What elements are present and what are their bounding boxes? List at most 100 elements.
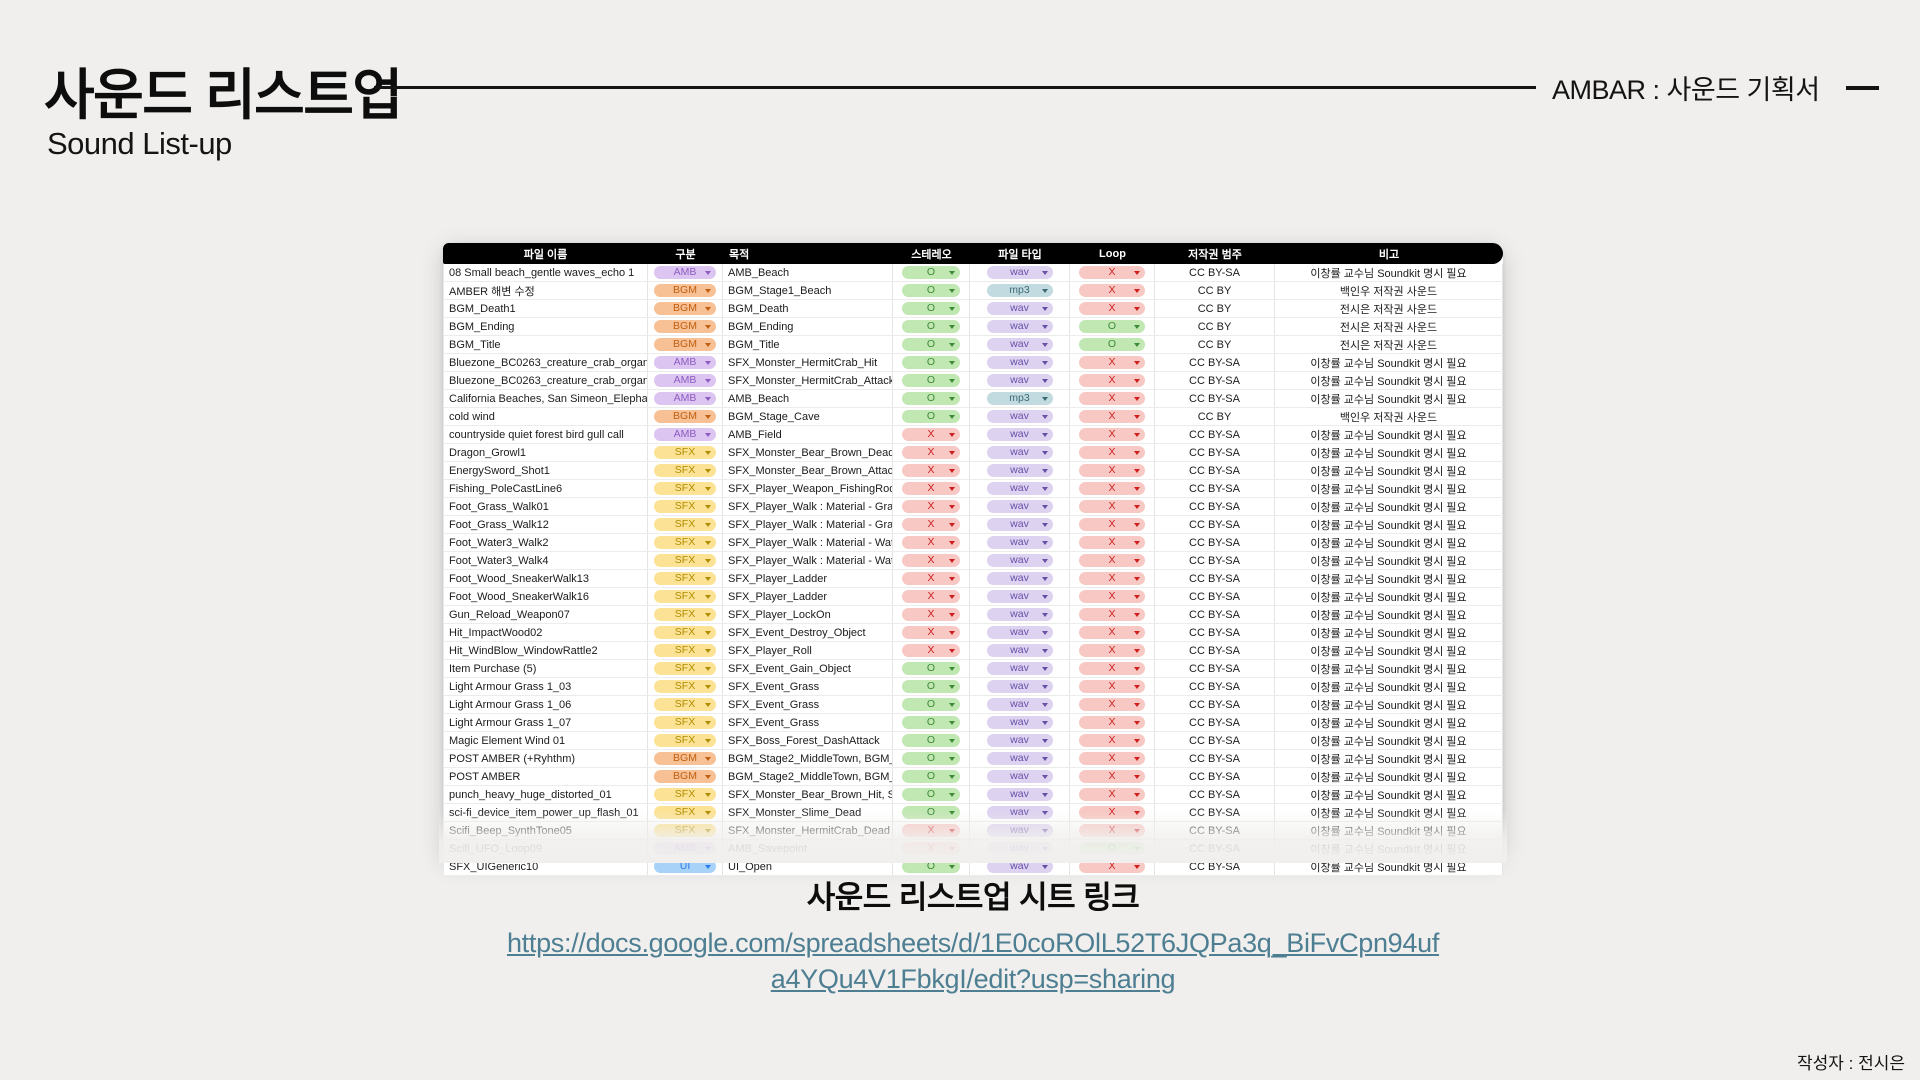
loop-dropdown-chip[interactable]: X: [1079, 752, 1145, 765]
category-dropdown-chip[interactable]: SFX: [654, 608, 716, 621]
loop-dropdown-chip[interactable]: X: [1079, 500, 1145, 513]
filetype-dropdown-chip[interactable]: wav: [986, 680, 1053, 693]
loop-dropdown-chip[interactable]: O: [1079, 320, 1145, 333]
loop-dropdown-chip[interactable]: X: [1079, 266, 1145, 279]
stereo-dropdown-chip[interactable]: X: [902, 464, 960, 477]
loop-dropdown-chip[interactable]: X: [1079, 446, 1145, 459]
category-dropdown-chip[interactable]: SFX: [654, 788, 716, 801]
loop-dropdown-chip[interactable]: X: [1079, 860, 1145, 873]
filetype-dropdown-chip[interactable]: wav: [986, 590, 1053, 603]
category-dropdown-chip[interactable]: SFX: [654, 644, 716, 657]
filetype-dropdown-chip[interactable]: wav: [986, 536, 1053, 549]
filetype-dropdown-chip[interactable]: mp3: [986, 284, 1053, 297]
loop-dropdown-chip[interactable]: X: [1079, 374, 1145, 387]
category-dropdown-chip[interactable]: SFX: [654, 500, 716, 513]
stereo-dropdown-chip[interactable]: O: [902, 284, 960, 297]
filetype-dropdown-chip[interactable]: wav: [986, 860, 1053, 873]
loop-dropdown-chip[interactable]: X: [1079, 482, 1145, 495]
filetype-dropdown-chip[interactable]: wav: [986, 644, 1053, 657]
category-dropdown-chip[interactable]: SFX: [654, 464, 716, 477]
filetype-dropdown-chip[interactable]: wav: [986, 716, 1053, 729]
filetype-dropdown-chip[interactable]: mp3: [986, 392, 1053, 405]
category-dropdown-chip[interactable]: AMB: [654, 356, 716, 369]
category-dropdown-chip[interactable]: BGM: [654, 284, 716, 297]
stereo-dropdown-chip[interactable]: X: [902, 608, 960, 621]
loop-dropdown-chip[interactable]: X: [1079, 518, 1145, 531]
loop-dropdown-chip[interactable]: X: [1079, 410, 1145, 423]
loop-dropdown-chip[interactable]: X: [1079, 770, 1145, 783]
loop-dropdown-chip[interactable]: X: [1079, 734, 1145, 747]
category-dropdown-chip[interactable]: SFX: [654, 446, 716, 459]
stereo-dropdown-chip[interactable]: X: [902, 518, 960, 531]
loop-dropdown-chip[interactable]: X: [1079, 428, 1145, 441]
loop-dropdown-chip[interactable]: X: [1079, 806, 1145, 819]
stereo-dropdown-chip[interactable]: X: [902, 842, 960, 855]
category-dropdown-chip[interactable]: BGM: [654, 410, 716, 423]
loop-dropdown-chip[interactable]: X: [1079, 608, 1145, 621]
category-dropdown-chip[interactable]: SFX: [654, 806, 716, 819]
filetype-dropdown-chip[interactable]: wav: [986, 320, 1053, 333]
category-dropdown-chip[interactable]: BGM: [654, 752, 716, 765]
filetype-dropdown-chip[interactable]: wav: [986, 752, 1053, 765]
stereo-dropdown-chip[interactable]: O: [902, 356, 960, 369]
category-dropdown-chip[interactable]: BGM: [654, 338, 716, 351]
filetype-dropdown-chip[interactable]: wav: [986, 608, 1053, 621]
stereo-dropdown-chip[interactable]: O: [902, 788, 960, 801]
stereo-dropdown-chip[interactable]: X: [902, 428, 960, 441]
category-dropdown-chip[interactable]: SFX: [654, 824, 716, 837]
loop-dropdown-chip[interactable]: X: [1079, 626, 1145, 639]
loop-dropdown-chip[interactable]: X: [1079, 302, 1145, 315]
filetype-dropdown-chip[interactable]: wav: [986, 626, 1053, 639]
stereo-dropdown-chip[interactable]: X: [902, 536, 960, 549]
stereo-dropdown-chip[interactable]: O: [902, 662, 960, 675]
loop-dropdown-chip[interactable]: X: [1079, 662, 1145, 675]
filetype-dropdown-chip[interactable]: wav: [986, 338, 1053, 351]
category-dropdown-chip[interactable]: AMB: [654, 842, 716, 855]
stereo-dropdown-chip[interactable]: X: [902, 446, 960, 459]
category-dropdown-chip[interactable]: SFX: [654, 572, 716, 585]
filetype-dropdown-chip[interactable]: wav: [986, 518, 1053, 531]
stereo-dropdown-chip[interactable]: O: [902, 860, 960, 873]
category-dropdown-chip[interactable]: AMB: [654, 374, 716, 387]
stereo-dropdown-chip[interactable]: O: [902, 734, 960, 747]
loop-dropdown-chip[interactable]: X: [1079, 464, 1145, 477]
filetype-dropdown-chip[interactable]: wav: [986, 572, 1053, 585]
stereo-dropdown-chip[interactable]: X: [902, 626, 960, 639]
category-dropdown-chip[interactable]: SFX: [654, 554, 716, 567]
loop-dropdown-chip[interactable]: X: [1079, 284, 1145, 297]
filetype-dropdown-chip[interactable]: wav: [986, 788, 1053, 801]
loop-dropdown-chip[interactable]: O: [1079, 338, 1145, 351]
stereo-dropdown-chip[interactable]: X: [902, 824, 960, 837]
category-dropdown-chip[interactable]: SFX: [654, 698, 716, 711]
category-dropdown-chip[interactable]: SFX: [654, 662, 716, 675]
category-dropdown-chip[interactable]: BGM: [654, 320, 716, 333]
loop-dropdown-chip[interactable]: X: [1079, 644, 1145, 657]
loop-dropdown-chip[interactable]: X: [1079, 680, 1145, 693]
category-dropdown-chip[interactable]: SFX: [654, 482, 716, 495]
loop-dropdown-chip[interactable]: O: [1079, 842, 1145, 855]
loop-dropdown-chip[interactable]: X: [1079, 590, 1145, 603]
loop-dropdown-chip[interactable]: X: [1079, 824, 1145, 837]
stereo-dropdown-chip[interactable]: X: [902, 500, 960, 513]
category-dropdown-chip[interactable]: SFX: [654, 626, 716, 639]
filetype-dropdown-chip[interactable]: wav: [986, 806, 1053, 819]
category-dropdown-chip[interactable]: SFX: [654, 716, 716, 729]
stereo-dropdown-chip[interactable]: O: [902, 374, 960, 387]
stereo-dropdown-chip[interactable]: O: [902, 806, 960, 819]
loop-dropdown-chip[interactable]: X: [1079, 716, 1145, 729]
stereo-dropdown-chip[interactable]: X: [902, 644, 960, 657]
filetype-dropdown-chip[interactable]: wav: [986, 554, 1053, 567]
filetype-dropdown-chip[interactable]: wav: [986, 374, 1053, 387]
filetype-dropdown-chip[interactable]: wav: [986, 770, 1053, 783]
stereo-dropdown-chip[interactable]: O: [902, 410, 960, 423]
filetype-dropdown-chip[interactable]: wav: [986, 356, 1053, 369]
filetype-dropdown-chip[interactable]: wav: [986, 266, 1053, 279]
category-dropdown-chip[interactable]: AMB: [654, 428, 716, 441]
filetype-dropdown-chip[interactable]: wav: [986, 662, 1053, 675]
category-dropdown-chip[interactable]: BGM: [654, 302, 716, 315]
stereo-dropdown-chip[interactable]: X: [902, 572, 960, 585]
category-dropdown-chip[interactable]: SFX: [654, 536, 716, 549]
stereo-dropdown-chip[interactable]: O: [902, 320, 960, 333]
stereo-dropdown-chip[interactable]: O: [902, 716, 960, 729]
stereo-dropdown-chip[interactable]: O: [902, 680, 960, 693]
